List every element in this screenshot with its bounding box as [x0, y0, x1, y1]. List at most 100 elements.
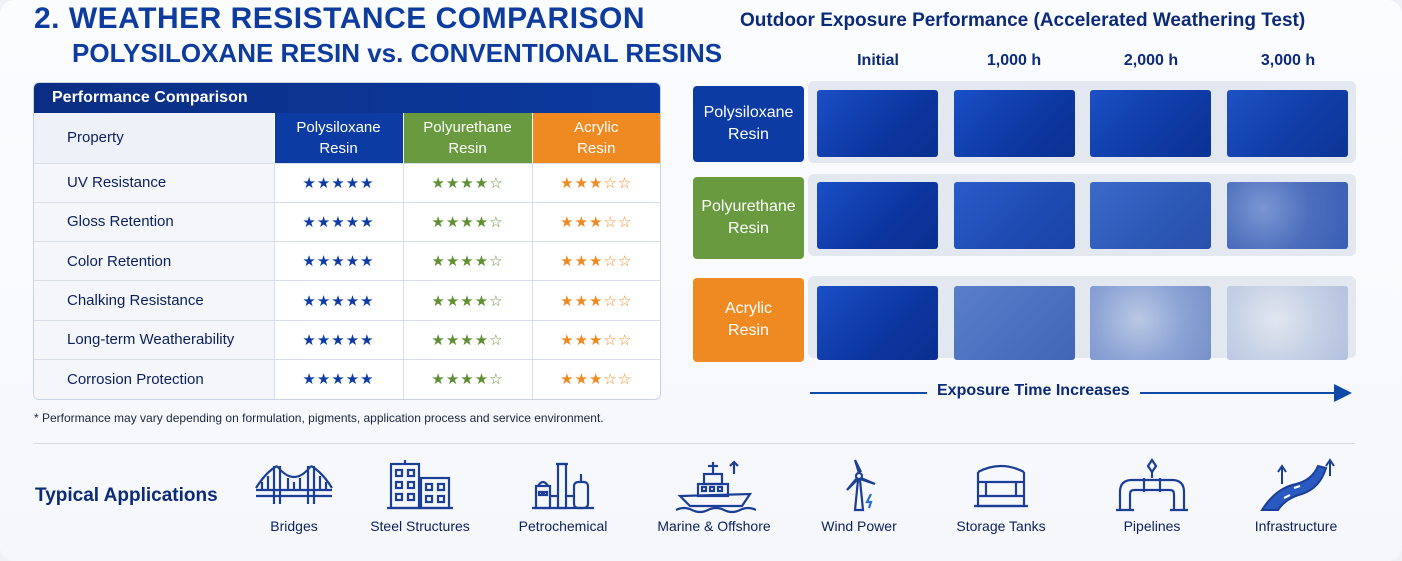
row-label-acrylic: Acrylic Resin — [693, 278, 804, 362]
star-rating-polyurethane: ★★★★☆ — [402, 280, 532, 321]
application-bridges: Bridges — [224, 458, 364, 534]
star-rating-polyurethane: ★★★★☆ — [402, 241, 532, 282]
row-label-polyurethane: Polyurethane Resin — [693, 177, 804, 259]
swatch-acrylic-3000h — [1227, 286, 1348, 360]
row-label-line: Resin — [728, 126, 769, 143]
star-rating-polysiloxane: ★★★★★ — [273, 320, 403, 360]
application-marine-offshore: Marine & Offshore — [644, 458, 784, 534]
application-steel-structures: Steel Structures — [350, 458, 490, 534]
time-header-initial: Initial — [857, 52, 899, 69]
swatch-polysiloxane-2000h — [1090, 90, 1211, 157]
road-icon — [1260, 458, 1335, 511]
application-name: Petrochemical — [518, 518, 608, 534]
refinery-icon — [532, 462, 594, 510]
star-rating-polyurethane: ★★★★☆ — [402, 359, 532, 399]
exposure-title: Outdoor Exposure Performance (Accelerate… — [740, 10, 1306, 31]
row-label-line: Polyurethane — [701, 198, 796, 215]
property-name: Gloss Retention — [34, 202, 274, 243]
column-header-polyurethane: Polyurethane Resin — [402, 113, 532, 164]
swatch-polysiloxane-initial — [817, 90, 938, 157]
star-rating-acrylic: ★★★☆☆ — [531, 280, 660, 321]
star-rating-polysiloxane: ★★★★★ — [273, 359, 403, 399]
star-rating-polysiloxane: ★★★★★ — [273, 202, 403, 243]
property-name: Color Retention — [34, 241, 274, 282]
swatch-polyurethane-1000h — [954, 182, 1075, 249]
column-header-acrylic: Acrylic Resin — [531, 113, 660, 164]
table-row: Color Retention ★★★★★ ★★★★☆ ★★★☆☆ — [34, 241, 660, 282]
swatch-polyurethane-initial — [817, 182, 938, 249]
row-label-line: Resin — [728, 220, 769, 237]
star-rating-polyurethane: ★★★★☆ — [402, 320, 532, 360]
table-row: Corrosion Protection ★★★★★ ★★★★☆ ★★★☆☆ — [34, 359, 660, 399]
application-name: Infrastructure — [1254, 518, 1338, 534]
ship-icon — [675, 460, 756, 514]
application-name: Steel Structures — [370, 518, 470, 534]
application-name: Bridges — [270, 518, 318, 534]
building-icon — [387, 460, 453, 510]
application-pipelines: Pipelines — [1082, 458, 1222, 534]
table-header: Performance Comparison — [34, 83, 660, 113]
row-label-line: Resin — [728, 322, 769, 339]
column-header-line: Resin — [319, 139, 358, 157]
swatch-acrylic-2000h — [1090, 286, 1211, 360]
property-name: Long-term Weatherability — [34, 320, 274, 360]
section-divider — [33, 443, 1355, 444]
time-header-3000h: 3,000 h — [1260, 52, 1316, 69]
bridge-icon — [255, 465, 333, 504]
application-infrastructure: Infrastructure — [1226, 458, 1366, 534]
column-header-polysiloxane: Polysiloxane Resin — [273, 113, 403, 164]
wind-turbine-icon — [846, 459, 876, 512]
page-title: 2. WEATHER RESISTANCE COMPARISON — [34, 2, 646, 35]
storage-tank-icon — [974, 464, 1028, 508]
star-rating-polysiloxane: ★★★★★ — [273, 163, 403, 203]
pipeline-icon — [1116, 458, 1188, 512]
star-rating-polyurethane: ★★★★☆ — [402, 202, 532, 243]
time-header-2000h: 2,000 h — [1123, 52, 1179, 69]
star-rating-acrylic: ★★★☆☆ — [531, 163, 660, 203]
row-label-polysiloxane: Polysiloxane Resin — [693, 86, 804, 162]
table-row: Long-term Weatherability ★★★★★ ★★★★☆ ★★★… — [34, 320, 660, 360]
table-row: Chalking Resistance ★★★★★ ★★★★☆ ★★★☆☆ — [34, 280, 660, 321]
property-name: Chalking Resistance — [34, 280, 274, 321]
property-name: UV Resistance — [34, 163, 274, 203]
swatch-polyurethane-2000h — [1090, 182, 1211, 249]
row-label-line: Polysiloxane — [703, 104, 794, 121]
application-name: Pipelines — [1123, 518, 1181, 534]
swatch-polysiloxane-1000h — [954, 90, 1075, 157]
star-rating-acrylic: ★★★☆☆ — [531, 320, 660, 360]
footnote: * Performance may vary depending on form… — [34, 411, 604, 425]
page-subtitle: POLYSILOXANE RESIN vs. CONVENTIONAL RESI… — [72, 38, 723, 68]
table-row: Gloss Retention ★★★★★ ★★★★☆ ★★★☆☆ — [34, 202, 660, 243]
column-header-property: Property — [34, 113, 274, 164]
arrow-right-icon — [1334, 384, 1352, 402]
application-petrochemical: Petrochemical — [493, 458, 633, 534]
application-wind-power: Wind Power — [789, 458, 929, 534]
column-header-line: Resin — [577, 139, 616, 157]
column-header-line: Polyurethane — [423, 118, 512, 136]
row-label-line: Acrylic — [724, 300, 773, 317]
star-rating-acrylic: ★★★☆☆ — [531, 202, 660, 243]
swatch-acrylic-1000h — [954, 286, 1075, 360]
star-rating-acrylic: ★★★☆☆ — [531, 359, 660, 399]
exposure-arrow-label: Exposure Time Increases — [927, 382, 1140, 400]
column-header-line: Acrylic — [574, 118, 619, 136]
application-storage-tanks: Storage Tanks — [931, 458, 1071, 534]
time-header-1000h: 1,000 h — [986, 52, 1042, 69]
swatch-polysiloxane-3000h — [1227, 90, 1348, 157]
comparison-grid: Property Polysiloxane Resin Polyurethane… — [34, 113, 660, 399]
swatch-acrylic-initial — [817, 286, 938, 360]
application-name: Storage Tanks — [956, 518, 1046, 534]
star-rating-polysiloxane: ★★★★★ — [273, 280, 403, 321]
table-row: UV Resistance ★★★★★ ★★★★☆ ★★★☆☆ — [34, 163, 660, 203]
star-rating-acrylic: ★★★☆☆ — [531, 241, 660, 282]
column-header-line: Polysiloxane — [296, 118, 381, 136]
application-name: Marine & Offshore — [657, 518, 771, 534]
applications-label: Typical Applications — [35, 485, 218, 506]
star-rating-polysiloxane: ★★★★★ — [273, 241, 403, 282]
performance-comparison-table: Performance Comparison Property Polysilo… — [33, 82, 661, 400]
column-header-line: Resin — [448, 139, 487, 157]
swatch-polyurethane-3000h — [1227, 182, 1348, 249]
star-rating-polyurethane: ★★★★☆ — [402, 163, 532, 203]
application-name: Wind Power — [821, 518, 897, 534]
property-name: Corrosion Protection — [34, 359, 274, 399]
